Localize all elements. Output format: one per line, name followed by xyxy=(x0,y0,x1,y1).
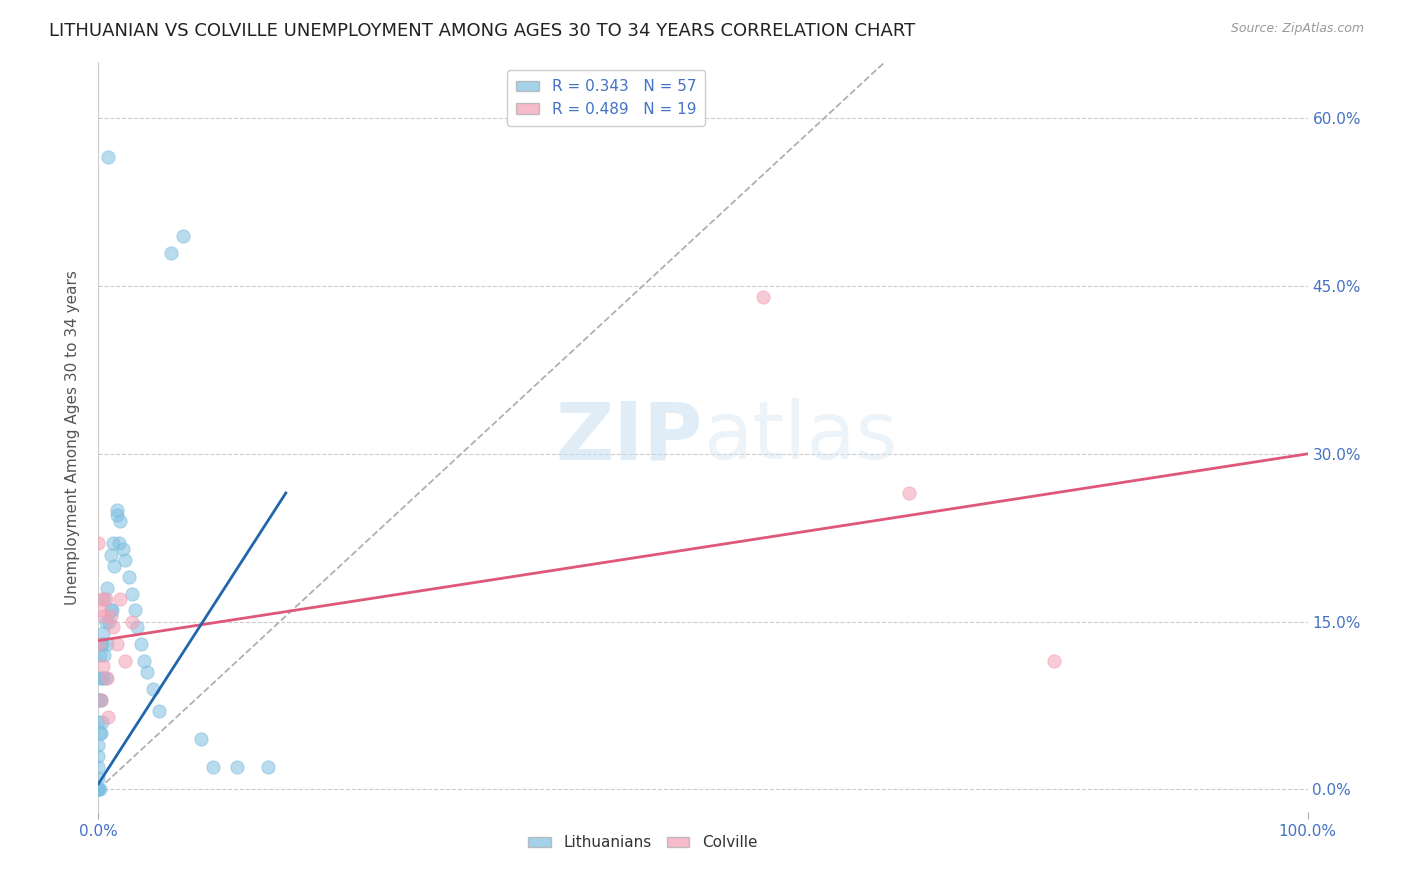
Point xyxy=(93,592,115,607)
Point xyxy=(96,671,118,685)
Point xyxy=(91,715,114,730)
Point xyxy=(97,709,120,723)
Point xyxy=(91,659,114,673)
Legend: Lithuanians, Colville: Lithuanians, Colville xyxy=(522,830,763,856)
Point xyxy=(105,637,128,651)
Point xyxy=(89,603,111,617)
Point xyxy=(90,726,112,740)
Point xyxy=(89,693,111,707)
Point xyxy=(121,587,143,601)
Text: Source: ZipAtlas.com: Source: ZipAtlas.com xyxy=(1230,22,1364,36)
Point xyxy=(105,502,128,516)
Point xyxy=(134,654,156,668)
Point xyxy=(97,151,120,165)
Point xyxy=(94,592,117,607)
Point xyxy=(101,620,124,634)
Point xyxy=(93,609,115,624)
Point xyxy=(148,704,170,718)
Point xyxy=(94,615,117,629)
Point xyxy=(100,603,122,617)
Point xyxy=(100,609,122,624)
Point xyxy=(190,732,212,747)
Point xyxy=(91,637,114,651)
Point xyxy=(897,486,920,500)
Point xyxy=(172,228,194,243)
Point xyxy=(111,541,134,556)
Text: LITHUANIAN VS COLVILLE UNEMPLOYMENT AMONG AGES 30 TO 34 YEARS CORRELATION CHART: LITHUANIAN VS COLVILLE UNEMPLOYMENT AMON… xyxy=(49,22,915,40)
Point xyxy=(103,558,125,573)
Point xyxy=(87,671,110,685)
Point xyxy=(108,514,131,528)
Point xyxy=(87,536,110,550)
Point xyxy=(202,760,225,774)
Point xyxy=(87,782,110,797)
Point xyxy=(108,592,131,607)
Point xyxy=(90,693,112,707)
Point xyxy=(91,625,114,640)
Point xyxy=(94,671,117,685)
Point xyxy=(87,782,110,797)
Point xyxy=(256,760,278,774)
Point xyxy=(87,637,110,651)
Point xyxy=(100,548,122,562)
Point xyxy=(87,760,110,774)
Point xyxy=(91,671,114,685)
Point xyxy=(98,615,121,629)
Point xyxy=(93,648,115,662)
Point xyxy=(142,681,165,696)
Point xyxy=(87,715,110,730)
Point xyxy=(89,782,111,797)
Point xyxy=(89,726,111,740)
Point xyxy=(226,760,249,774)
Point xyxy=(124,603,146,617)
Point xyxy=(100,603,122,617)
Point xyxy=(114,553,136,567)
Text: atlas: atlas xyxy=(703,398,897,476)
Point xyxy=(752,290,775,304)
Text: ZIP: ZIP xyxy=(555,398,703,476)
Point xyxy=(135,665,157,679)
Point xyxy=(87,782,110,797)
Point xyxy=(89,648,111,662)
Point xyxy=(87,693,110,707)
Point xyxy=(90,693,112,707)
Point xyxy=(87,771,110,785)
Point xyxy=(96,581,118,595)
Point xyxy=(160,245,183,260)
Point xyxy=(129,637,152,651)
Point xyxy=(1042,654,1064,668)
Point xyxy=(101,536,124,550)
Point xyxy=(105,508,128,523)
Y-axis label: Unemployment Among Ages 30 to 34 years: Unemployment Among Ages 30 to 34 years xyxy=(65,269,80,605)
Point xyxy=(87,738,110,752)
Point xyxy=(91,671,114,685)
Point xyxy=(108,536,131,550)
Point xyxy=(87,748,110,763)
Point xyxy=(87,782,110,797)
Point xyxy=(91,592,114,607)
Point xyxy=(90,637,112,651)
Point xyxy=(114,654,136,668)
Point xyxy=(121,615,143,629)
Point xyxy=(118,570,141,584)
Point xyxy=(96,637,118,651)
Point xyxy=(127,620,149,634)
